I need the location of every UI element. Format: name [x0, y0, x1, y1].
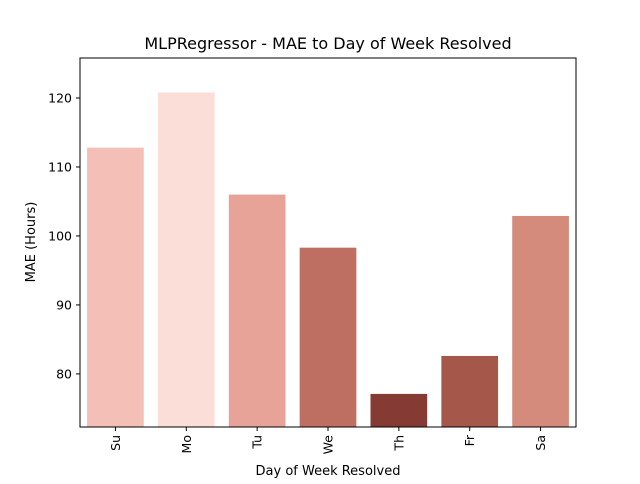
bar-th: [370, 393, 428, 427]
y-tick-label-90: 90: [56, 297, 72, 312]
bar-su: [87, 147, 144, 427]
bar-tu: [228, 194, 286, 427]
x-tick-label-fr: Fr: [462, 434, 477, 446]
y-tick-label-100: 100: [48, 228, 72, 243]
bar-we: [299, 247, 357, 427]
x-tick-label-tu: Tu: [250, 435, 265, 450]
bar-sa: [512, 215, 569, 427]
y-axis-label: MAE (Hours): [24, 202, 39, 283]
chart-title: MLPRegressor - MAE to Day of Week Resolv…: [144, 34, 511, 53]
y-tick-label-120: 120: [48, 91, 72, 106]
x-tick-label-mo: Mo: [179, 435, 194, 453]
bars-layer: [87, 92, 569, 427]
y-axis-ticks: 80 90 100 110 120: [48, 91, 80, 381]
x-tick-label-th: Th: [391, 435, 406, 452]
y-tick-label-80: 80: [56, 366, 72, 381]
x-axis-label: Day of Week Resolved: [256, 464, 401, 479]
plot-frame: [79, 57, 577, 428]
y-tick-label-110: 110: [48, 159, 72, 174]
x-tick-label-sa: Sa: [533, 435, 548, 451]
x-axis-ticks: Su Mo Tu We Th Fr Sa: [108, 427, 548, 454]
bar-fr: [441, 355, 499, 427]
x-tick-label-su: Su: [108, 435, 123, 451]
x-tick-label-we: We: [321, 435, 336, 455]
bar-mo: [157, 92, 215, 427]
